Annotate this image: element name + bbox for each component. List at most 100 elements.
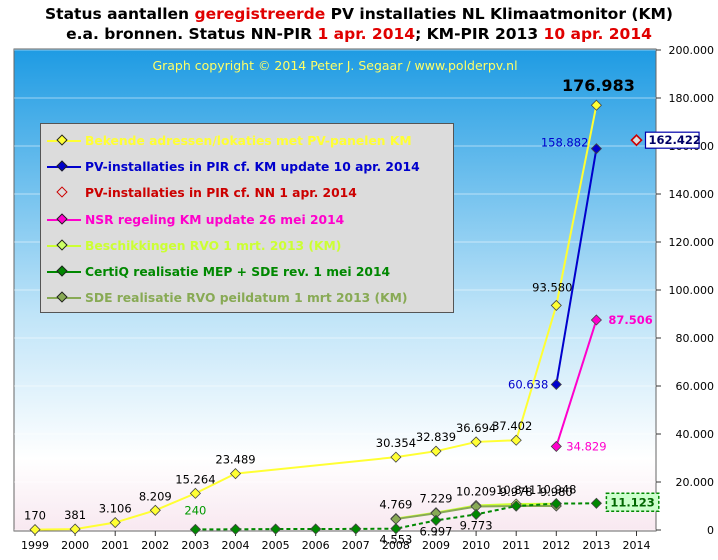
data-point [470,508,482,520]
series-line [34,105,598,531]
legend-marker [56,265,68,277]
data-point [550,378,562,391]
x-tick-label: 2010 [462,539,490,552]
x-tick-label: 1999 [21,539,49,552]
legend-item: PV-installaties in PIR cf. NN 1 apr. 201… [47,180,447,206]
y-tick-label: 200.000 [669,44,715,57]
data-point [310,523,322,535]
data-label: 9.773 [460,518,493,532]
legend-label: Bekende adressen/lokaties met PV-panelen… [85,134,412,149]
data-point [149,504,161,516]
legend-symbol [47,134,81,148]
data-label-box [644,131,700,149]
x-tick-label: 2004 [222,539,250,552]
x-tick-label: 2006 [302,539,330,552]
x-tick-label: 2005 [262,539,290,552]
x-tick-label: 2008 [382,539,410,552]
title-red-text: 1 apr. 2014 [317,25,416,43]
data-label: 9.978 [500,485,533,499]
data-point [550,440,562,452]
data-label: 60.638 [508,377,548,391]
data-label: 37.402 [492,419,532,433]
data-label: 6.997 [420,524,453,538]
y-tick-label: 0 [707,524,714,537]
copyright-text: Graph copyright © 2014 Peter J. Segaar /… [152,58,517,73]
data-point [390,523,402,535]
data-point [390,451,402,463]
data-label: 30.354 [376,436,416,450]
data-point [590,143,602,155]
data-label: 381 [64,508,86,522]
x-tick-label: 2001 [101,539,129,552]
legend-marker [56,239,68,251]
y-tick-label: 100.000 [669,284,715,297]
legend-label: PV-installaties in PIR cf. KM update 10 … [85,160,420,175]
data-label: 9.980 [540,485,573,499]
legend-item: PV-installaties in PIR cf. KM update 10 … [47,154,447,180]
y-tick-label: 180.000 [669,92,715,105]
data-label: 3.106 [99,502,132,516]
legend-symbol [47,186,81,200]
data-label: 36.694 [456,421,496,435]
data-point [630,134,643,147]
data-point [550,299,562,311]
data-label: 93.580 [532,280,572,294]
series-line [555,148,598,385]
legend-label: PV-installaties in PIR cf. NN 1 apr. 201… [85,186,357,201]
y-tick-label: 140.000 [669,188,715,201]
x-tick-label: 2012 [542,539,570,552]
legend-marker [56,160,68,172]
chart-title: Status aantallen geregistreerde PV insta… [0,4,718,44]
data-point [270,523,282,535]
title-text: Status aantallen [45,5,195,23]
legend-item: NSR regeling KM update 26 mei 2014 [47,207,447,233]
data-point [430,514,442,526]
data-point [510,434,522,446]
data-label: 7.229 [420,492,453,506]
legend-marker [56,134,68,146]
data-point [350,523,362,535]
data-label: 162.422 [649,133,701,147]
legend-label: CertiQ realisatie MEP + SDE rev. 1 mei 2… [85,265,391,280]
y-tick-label: 80.000 [676,332,715,345]
data-point [590,99,602,111]
data-point [229,523,242,535]
data-label: 32.839 [416,430,456,444]
legend-label: NSR regeling KM update 26 mei 2014 [85,212,345,227]
legend-marker [56,186,68,199]
data-label: 8.209 [139,489,172,503]
series-line [195,502,597,531]
legend-item: Bekende adressen/lokaties met PV-panelen… [47,128,447,154]
legend-label: Beschikkingen RVO 1 mrt. 2013 (KM) [85,238,342,253]
data-label: 170 [24,509,46,523]
title-line-2: e.a. bronnen. Status NN-PIR 1 apr. 2014;… [0,24,718,44]
x-tick-label: 2002 [141,539,169,552]
title-text: ; KM-PIR 2013 [415,25,544,43]
data-point [510,500,522,512]
legend-item: CertiQ realisatie MEP + SDE rev. 1 mei 2… [47,259,447,285]
data-point [470,436,482,448]
title-red-text: geregistreerde [194,5,326,23]
data-point [189,487,201,499]
data-label: 34.829 [566,439,606,453]
data-point [590,497,602,509]
data-label: 158.882 [541,136,589,150]
data-label: 240 [184,503,206,517]
legend-item: SDE realisatie RVO peildatum 1 mrt 2013 … [47,285,447,311]
data-label-box [605,492,660,513]
series-line [555,319,598,447]
data-point [550,498,562,510]
data-point [69,523,81,535]
data-label: 23.489 [215,453,255,467]
legend-item: Beschikkingen RVO 1 mrt. 2013 (KM) [47,233,447,259]
legend-marker [56,291,68,303]
data-label: 87.506 [608,313,652,327]
x-axis: 1999 2000 2001 2002 2003 2004 2005 2006 2007 2008… [21,531,651,552]
data-point [29,524,41,536]
y-tick-label: 120.000 [669,236,715,249]
legend-symbol [47,212,81,227]
data-label: 10.209 [456,484,496,498]
title-text: PV installaties NL Klimaatmonitor (KM) [325,5,673,23]
x-tick-label: 2003 [181,539,209,552]
series-group [29,99,643,536]
